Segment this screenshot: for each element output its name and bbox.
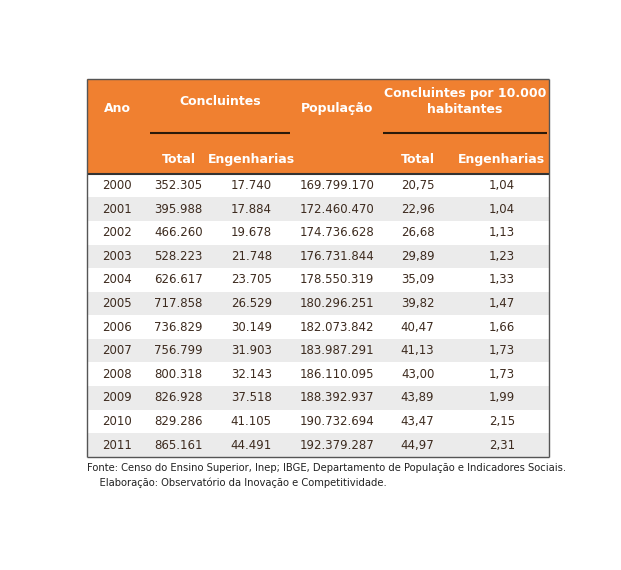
Text: 43,89: 43,89: [401, 392, 434, 404]
Bar: [87, 433, 549, 457]
Text: 2009: 2009: [102, 392, 132, 404]
Bar: [87, 79, 549, 145]
Text: 2005: 2005: [102, 297, 132, 310]
Text: 717.858: 717.858: [154, 297, 202, 310]
Bar: [87, 145, 549, 174]
Text: 466.260: 466.260: [154, 226, 203, 239]
Text: 528.223: 528.223: [154, 250, 202, 263]
Text: 2008: 2008: [102, 368, 132, 381]
Text: 865.161: 865.161: [154, 438, 202, 451]
Text: 626.617: 626.617: [154, 274, 203, 286]
Bar: [87, 410, 549, 433]
Text: 17.884: 17.884: [231, 202, 272, 215]
Text: 1,13: 1,13: [489, 226, 515, 239]
Text: 1,47: 1,47: [489, 297, 515, 310]
Text: 1,73: 1,73: [489, 368, 515, 381]
Text: 2006: 2006: [102, 320, 132, 333]
Text: Fonte: Censo do Ensino Superior, Inep; IBGE, Departamento de População e Indicad: Fonte: Censo do Ensino Superior, Inep; I…: [87, 463, 566, 488]
Text: 37.518: 37.518: [231, 392, 272, 404]
Text: 2002: 2002: [102, 226, 132, 239]
Text: Engenharias: Engenharias: [458, 153, 545, 166]
Text: 180.296.251: 180.296.251: [299, 297, 374, 310]
Text: 188.392.937: 188.392.937: [299, 392, 374, 404]
Text: 169.799.170: 169.799.170: [299, 179, 374, 192]
Text: 736.829: 736.829: [154, 320, 202, 333]
Text: 800.318: 800.318: [155, 368, 202, 381]
Text: 183.987.291: 183.987.291: [299, 344, 374, 357]
Bar: [87, 315, 549, 339]
Text: 190.732.694: 190.732.694: [299, 415, 374, 428]
Text: 2010: 2010: [102, 415, 132, 428]
Bar: [87, 221, 549, 245]
Text: 2,31: 2,31: [489, 438, 515, 451]
Text: 2011: 2011: [102, 438, 132, 451]
Text: População: População: [301, 101, 373, 115]
Text: 2007: 2007: [102, 344, 132, 357]
Text: Ano: Ano: [104, 101, 131, 115]
Text: 20,75: 20,75: [401, 179, 434, 192]
Text: 41.105: 41.105: [231, 415, 272, 428]
Text: Total: Total: [401, 153, 435, 166]
Text: 174.736.628: 174.736.628: [299, 226, 374, 239]
Text: 21.748: 21.748: [231, 250, 272, 263]
Text: 178.550.319: 178.550.319: [299, 274, 374, 286]
Text: Engenharias: Engenharias: [207, 153, 295, 166]
Text: 43,00: 43,00: [401, 368, 434, 381]
Text: 1,04: 1,04: [489, 179, 515, 192]
Text: 26.529: 26.529: [231, 297, 272, 310]
Text: 41,13: 41,13: [401, 344, 435, 357]
Text: 395.988: 395.988: [155, 202, 202, 215]
Text: 1,33: 1,33: [489, 274, 515, 286]
Text: 1,99: 1,99: [489, 392, 515, 404]
Text: 1,23: 1,23: [489, 250, 515, 263]
Text: 826.928: 826.928: [154, 392, 202, 404]
Text: 1,66: 1,66: [489, 320, 515, 333]
Text: 2000: 2000: [102, 179, 132, 192]
Bar: [87, 174, 549, 197]
Bar: [87, 197, 549, 221]
Text: 186.110.095: 186.110.095: [299, 368, 374, 381]
Text: 17.740: 17.740: [231, 179, 272, 192]
Text: 35,09: 35,09: [401, 274, 434, 286]
Text: 44.491: 44.491: [230, 438, 272, 451]
Text: 176.731.844: 176.731.844: [299, 250, 374, 263]
Text: 44,97: 44,97: [401, 438, 435, 451]
Text: Concluintes por 10.000
habitantes: Concluintes por 10.000 habitantes: [384, 87, 546, 116]
Text: 172.460.470: 172.460.470: [299, 202, 374, 215]
Text: Total: Total: [161, 153, 196, 166]
Text: 2003: 2003: [102, 250, 132, 263]
Text: 30.149: 30.149: [231, 320, 272, 333]
Text: 182.073.842: 182.073.842: [299, 320, 374, 333]
Text: 352.305: 352.305: [155, 179, 202, 192]
Bar: [87, 363, 549, 386]
Bar: [87, 339, 549, 363]
Text: 1,04: 1,04: [489, 202, 515, 215]
Text: 2,15: 2,15: [489, 415, 515, 428]
Bar: [87, 292, 549, 315]
Text: 1,73: 1,73: [489, 344, 515, 357]
Text: 40,47: 40,47: [401, 320, 435, 333]
Text: 29,89: 29,89: [401, 250, 435, 263]
Bar: [87, 245, 549, 268]
Text: 23.705: 23.705: [231, 274, 272, 286]
Text: 32.143: 32.143: [231, 368, 272, 381]
Text: 829.286: 829.286: [154, 415, 202, 428]
Text: 22,96: 22,96: [401, 202, 435, 215]
Text: 192.379.287: 192.379.287: [299, 438, 374, 451]
Text: 2004: 2004: [102, 274, 132, 286]
Text: 26,68: 26,68: [401, 226, 435, 239]
Text: Concluintes: Concluintes: [179, 95, 261, 108]
Text: 2001: 2001: [102, 202, 132, 215]
Bar: [87, 386, 549, 410]
Text: 43,47: 43,47: [401, 415, 435, 428]
Text: 39,82: 39,82: [401, 297, 434, 310]
Text: 19.678: 19.678: [231, 226, 272, 239]
Text: 31.903: 31.903: [231, 344, 272, 357]
Bar: [87, 268, 549, 292]
Text: 756.799: 756.799: [154, 344, 203, 357]
